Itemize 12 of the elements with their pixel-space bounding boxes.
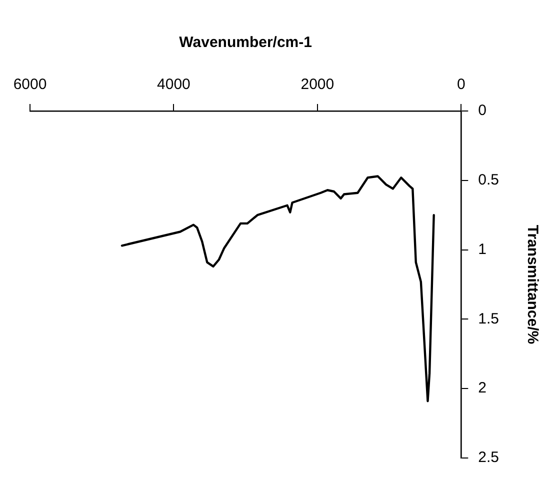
y-tick-label: 1 <box>478 240 486 258</box>
y-tick-label: 1.5 <box>478 310 500 328</box>
x-tick-label: 0 <box>456 76 466 94</box>
x-tick-label: 2000 <box>300 76 334 94</box>
y-axis-title: Transmittance/% <box>524 224 541 344</box>
y-tick-label: 0 <box>478 102 486 120</box>
x-tick-label: 6000 <box>13 76 47 94</box>
x-axis-title: Wavenumber/cm-1 <box>179 34 312 52</box>
x-tick-label: 4000 <box>157 76 190 94</box>
y-tick-label: 2.5 <box>478 449 500 466</box>
y-tick-label: 2 <box>478 380 486 397</box>
y-tick-label: 0.5 <box>478 172 500 189</box>
